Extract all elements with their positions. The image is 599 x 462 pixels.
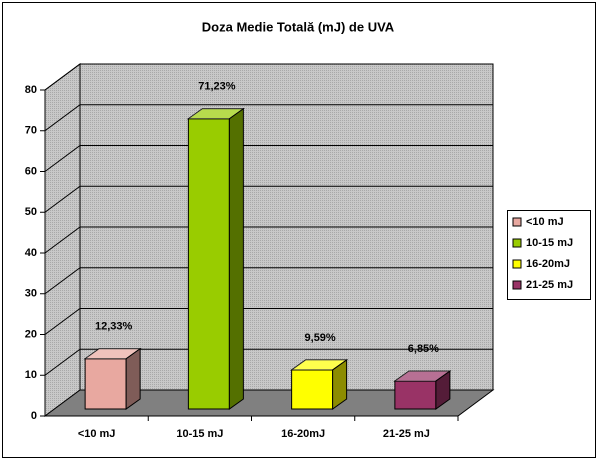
y-tick-label: 0 <box>31 410 37 422</box>
x-tick-label: 10-15 mJ <box>176 428 223 440</box>
bar-side-shade <box>435 371 450 409</box>
legend-swatch <box>512 280 522 290</box>
bar-side <box>435 370 451 410</box>
bar-front <box>187 118 230 410</box>
legend-label: <10 mJ <box>526 216 564 228</box>
bar-top-shade <box>85 348 141 359</box>
bar-front <box>84 358 127 410</box>
grid-line <box>44 185 493 213</box>
y-tick-label: 40 <box>25 247 37 259</box>
bar-top-shade <box>291 359 347 370</box>
grid-line <box>44 63 493 91</box>
value-label: 71,23% <box>198 81 236 93</box>
grid-line <box>44 308 493 335</box>
bar-top-shade <box>394 371 450 382</box>
legend-swatch <box>512 259 522 269</box>
legend-label: 16-20mJ <box>526 258 570 270</box>
chart-title: Doza Medie Totală (mJ) de UVA <box>202 19 395 34</box>
bar-side <box>125 347 141 410</box>
legend-label: 21-25 mJ <box>526 279 573 291</box>
legend-swatch <box>512 238 522 248</box>
legend-swatch <box>512 217 522 227</box>
bar-side <box>332 358 348 410</box>
grid-line <box>44 104 493 132</box>
y-tick-label: 80 <box>25 84 37 96</box>
grid-line <box>44 226 493 254</box>
bar-front <box>394 380 437 410</box>
bar-side-shade <box>332 359 347 409</box>
value-label: 9,59% <box>305 332 336 344</box>
x-tick-label: 21-25 mJ <box>383 428 430 440</box>
value-label: 12,33% <box>95 321 133 333</box>
grid-line <box>44 348 493 376</box>
y-tick-label: 10 <box>25 369 37 381</box>
grid-line <box>44 267 493 295</box>
y-tick-label: 70 <box>25 125 37 137</box>
bar-front <box>291 369 334 410</box>
bar-side-shade <box>126 348 141 409</box>
x-tick-label: 16-20mJ <box>281 428 325 440</box>
bar-side <box>228 107 244 410</box>
x-tick-label: <10 mJ <box>78 428 116 440</box>
y-tick-label: 60 <box>25 165 37 177</box>
bar-top-shade <box>188 108 244 119</box>
grid-line <box>44 145 493 172</box>
y-tick-label: 20 <box>25 328 37 340</box>
value-label: 6,85% <box>408 343 439 355</box>
y-tick-label: 30 <box>25 288 37 300</box>
y-tick-label: 50 <box>25 206 37 218</box>
legend-label: 10-15 mJ <box>526 237 573 249</box>
bar-side-shade <box>229 108 244 410</box>
